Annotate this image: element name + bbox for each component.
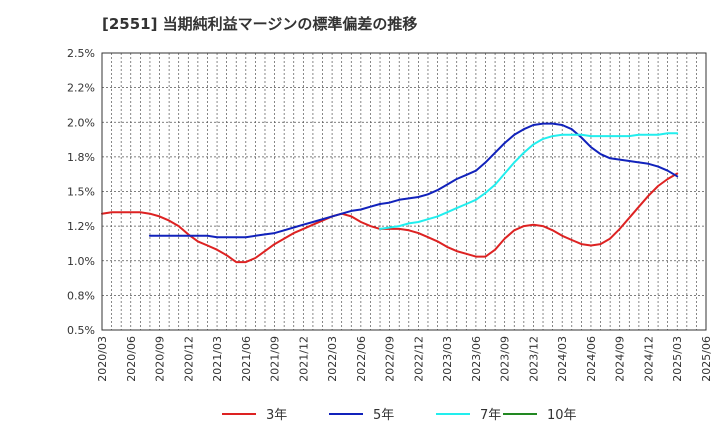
- series-line-7年: [379, 132, 679, 230]
- legend-label: 10年: [547, 408, 577, 423]
- x-tick-label: 2024/03: [556, 336, 569, 382]
- x-tick-label: 2022/03: [326, 336, 339, 382]
- x-tick-label: 2020/09: [154, 336, 167, 382]
- x-tick-label: 2023/03: [441, 336, 454, 382]
- x-tick-label: 2020/06: [125, 336, 138, 382]
- y-tick-label: 2.2%: [67, 82, 95, 95]
- legend-label: 5年: [373, 408, 394, 423]
- x-tick-label: 2022/12: [412, 336, 425, 382]
- series-line-3年: [101, 172, 679, 264]
- x-tick-label: 2021/12: [297, 336, 310, 382]
- x-tick-label: 2025/06: [700, 336, 713, 382]
- x-tick-label: 2024/12: [642, 336, 655, 382]
- y-tick-label: 2.5%: [67, 47, 95, 60]
- plot-border: [101, 52, 707, 331]
- x-tick-label: 2023/12: [527, 336, 540, 382]
- y-tick-label: 1.2%: [67, 220, 95, 233]
- x-tick-labels: 2020/03 2020/06 2020/09 2020/12 2021/03 2021/…: [96, 336, 713, 382]
- x-tick-label: 2024/06: [585, 336, 598, 382]
- x-tick-label: 2022/06: [355, 336, 368, 382]
- x-tick-label: 2020/03: [96, 336, 109, 382]
- y-tick-label: 1.0%: [67, 255, 95, 268]
- series-line-5年: [148, 122, 679, 239]
- legend-label: 3年: [266, 408, 287, 423]
- y-tick-label: 1.8%: [67, 151, 95, 164]
- x-tick-label: 2021/09: [269, 336, 282, 382]
- y-tick-label: 1.5%: [67, 186, 95, 199]
- y-tick-label: 2.0%: [67, 116, 95, 129]
- x-tick-label: 2023/09: [499, 336, 512, 382]
- y-tick-labels: 2.5% 2.2% 2.0% 1.8% 1.5% 1.2% 1.0% 0.8% 0.5%: [67, 47, 95, 337]
- x-tick-label: 2021/06: [240, 336, 253, 382]
- y-tick-label: 0.8%: [67, 289, 95, 302]
- legend: 3年 5年 7年 10年: [222, 408, 577, 423]
- x-tick-label: 2020/12: [182, 336, 195, 382]
- legend-label: 7年: [480, 408, 501, 423]
- chart-title: [2551] 当期純利益マージンの標準偏差の推移: [102, 15, 418, 33]
- x-tick-label: 2022/09: [384, 336, 397, 382]
- x-tick-label: 2023/06: [470, 336, 483, 382]
- x-tick-label: 2025/03: [671, 336, 684, 382]
- x-tick-label: 2024/09: [614, 336, 627, 382]
- series-lines: [101, 122, 679, 264]
- grid-lines: [102, 53, 706, 330]
- x-tick-label: 2021/03: [211, 336, 224, 382]
- y-tick-label: 0.5%: [67, 324, 95, 337]
